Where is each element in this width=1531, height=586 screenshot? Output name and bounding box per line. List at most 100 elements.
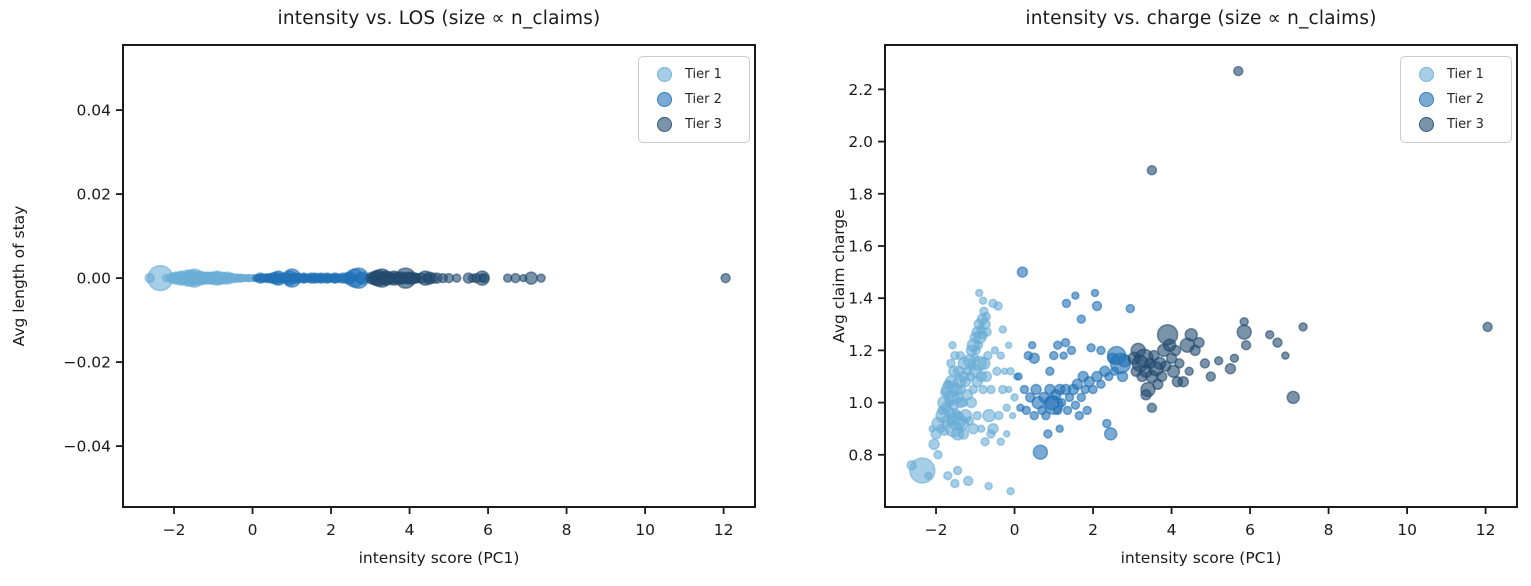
data-point-tier3 [1482,321,1493,333]
data-point-tier3 [519,273,528,283]
data-point-tier2 [1027,340,1037,350]
data-point-tier2 [293,273,302,283]
data-point-tier1 [218,273,228,283]
data-point-tier2 [340,273,350,283]
y-tick-label: −0.04 [64,438,112,456]
tier2-marker-icon [657,92,672,107]
data-point-tier1 [242,274,251,282]
y-tick-label: −0.02 [64,354,112,372]
data-point-tier1 [928,424,936,433]
data-point-tier3 [384,272,396,284]
data-point-tier1 [953,365,965,378]
data-point-tier2 [1103,427,1118,441]
data-point-tier1 [1010,393,1019,402]
left-plot-axes-frame [122,44,756,508]
data-point-tier3 [510,272,521,284]
data-point-tier3 [1233,65,1244,77]
data-point-tier1 [978,296,988,306]
data-point-tier1 [965,396,978,409]
data-point-tier2 [1032,444,1049,460]
data-point-tier2 [1082,405,1092,416]
data-point-tier2 [1088,384,1098,395]
data-point-tier2 [1086,343,1096,353]
tier1-marker-icon [1419,67,1434,82]
data-point-tier1 [992,366,1002,377]
data-point-tier3 [1146,402,1158,414]
y-tick-label: 1.4 [848,290,873,308]
data-point-tier1 [1006,367,1015,376]
data-point-tier1 [940,386,952,398]
data-point-tier3 [1184,366,1194,377]
data-point-tier3 [1281,351,1290,360]
x-tick-label: 0 [248,521,258,539]
x-tick-label: 12 [714,521,734,539]
data-point-tier2 [309,273,318,283]
data-point-tier2 [1125,303,1136,314]
y-tick-label: 2.0 [848,133,873,151]
data-point-tier1 [972,410,982,421]
legend-item-tier2: Tier 2 [1411,87,1503,112]
data-point-tier2 [1049,350,1059,361]
x-tick-label: 8 [562,521,572,539]
data-point-tier1 [967,422,980,435]
data-point-tier1 [205,272,218,284]
data-point-tier3 [1184,327,1198,342]
data-point-tier1 [946,358,956,369]
data-point-tier1 [957,428,970,440]
data-point-tier2 [1016,266,1029,278]
data-point-tier1 [998,325,1008,334]
data-point-tier1 [1004,385,1013,394]
x-tick-label: 8 [1324,521,1334,539]
x-tick-label: 4 [405,521,415,539]
right-plot-axes-frame [884,44,1518,508]
data-point-tier3 [1205,371,1217,382]
data-point-tier2 [1096,345,1106,356]
data-point-tier1 [144,272,155,284]
data-point-tier2 [1066,345,1077,356]
data-point-tier3 [1174,358,1185,369]
data-point-tier1 [952,465,963,476]
legend-item-tier1: Tier 1 [649,62,741,87]
data-point-tier1 [984,481,993,491]
y-tick-label: 1.6 [848,237,873,255]
data-point-tier2 [1096,379,1106,390]
data-point-tier3 [1213,356,1224,366]
data-point-tier3 [1240,339,1252,351]
data-point-tier1 [166,274,174,282]
data-point-tier2 [1030,383,1042,396]
data-point-tier3 [720,272,731,284]
data-point-tier2 [1091,300,1103,312]
x-tick-label: 10 [1397,521,1417,539]
data-point-tier1 [1004,341,1013,349]
tier1-marker-icon [657,67,672,82]
legend-label: Tier 3 [685,117,722,132]
data-point-tier2 [1016,403,1025,413]
data-point-tier3 [478,272,490,284]
data-point-tier2 [1052,340,1063,350]
data-point-tier2 [1061,298,1072,309]
legend-label: Tier 3 [1447,117,1484,132]
y-tick-label: 1.2 [848,342,873,360]
data-point-tier1 [993,301,1003,311]
data-point-tier1 [1002,403,1011,413]
data-point-tier1 [1006,487,1015,496]
data-point-tier3 [1199,358,1211,369]
data-point-tier2 [1074,410,1085,421]
y-tick-label: 1.0 [848,394,873,412]
data-point-tier2 [1062,405,1073,416]
data-point-tier2 [281,273,291,283]
x-tick-label: 4 [1167,521,1177,539]
data-point-tier1 [974,288,984,298]
data-point-tier3 [451,273,462,283]
data-point-tier2 [1029,410,1039,421]
data-point-tier1 [986,384,996,395]
data-point-tier1 [986,429,996,439]
x-tick-label: 10 [635,521,655,539]
data-point-tier1 [928,438,940,451]
data-point-tier2 [265,273,275,283]
data-point-tier1 [968,364,983,379]
x-tick-label: −2 [163,521,186,539]
data-point-tier2 [1091,370,1103,383]
data-point-tier1 [906,459,917,471]
